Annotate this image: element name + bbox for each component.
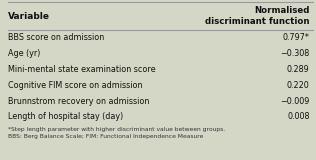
- Text: Age (yr): Age (yr): [8, 49, 40, 58]
- Text: 0.220: 0.220: [287, 81, 310, 90]
- Text: 0.008: 0.008: [287, 112, 310, 121]
- Text: 0.797*: 0.797*: [283, 33, 310, 42]
- Text: Length of hospital stay (day): Length of hospital stay (day): [8, 112, 123, 121]
- Text: Variable: Variable: [8, 12, 50, 21]
- Text: Brunnstrom recovery on admission: Brunnstrom recovery on admission: [8, 97, 149, 106]
- Text: *Step length parameter with higher discriminant value between groups.
BBS: Berg : *Step length parameter with higher discr…: [8, 127, 225, 139]
- Text: BBS score on admission: BBS score on admission: [8, 33, 104, 42]
- Text: Normalised
discriminant function: Normalised discriminant function: [205, 6, 310, 26]
- Text: −0.308: −0.308: [280, 49, 310, 58]
- Text: −0.009: −0.009: [280, 97, 310, 106]
- Text: Cognitive FIM score on admission: Cognitive FIM score on admission: [8, 81, 143, 90]
- Text: Mini-mental state examination score: Mini-mental state examination score: [8, 65, 155, 74]
- Text: 0.289: 0.289: [287, 65, 310, 74]
